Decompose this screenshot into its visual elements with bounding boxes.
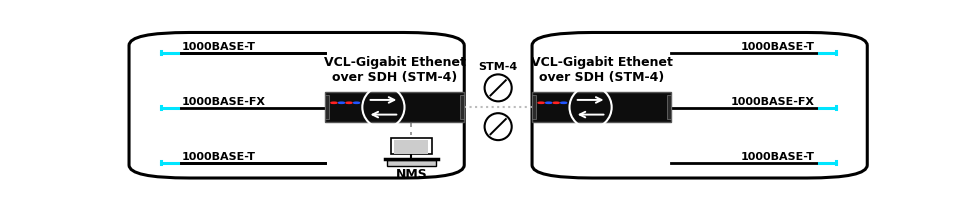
Circle shape — [553, 102, 559, 103]
Bar — [325, 95, 330, 119]
Circle shape — [354, 102, 360, 103]
FancyBboxPatch shape — [129, 33, 465, 178]
Text: VCL-Gigabit Ethenet
over SDH (STM-4): VCL-Gigabit Ethenet over SDH (STM-4) — [531, 56, 673, 84]
Ellipse shape — [485, 74, 511, 101]
Circle shape — [545, 102, 552, 103]
Bar — [391, 138, 432, 154]
Circle shape — [330, 102, 337, 103]
Bar — [395, 140, 429, 154]
Circle shape — [561, 102, 567, 103]
Bar — [387, 160, 435, 166]
Circle shape — [338, 102, 344, 103]
Text: STM-4: STM-4 — [478, 62, 518, 72]
Bar — [460, 95, 465, 119]
Bar — [532, 92, 672, 122]
Circle shape — [538, 102, 544, 103]
Text: 1000BASE-FX: 1000BASE-FX — [731, 97, 815, 107]
Text: 1000BASE-T: 1000BASE-T — [182, 152, 256, 162]
Text: 1000BASE-T: 1000BASE-T — [741, 42, 815, 52]
Bar — [325, 92, 465, 122]
Text: 1000BASE-T: 1000BASE-T — [741, 152, 815, 162]
Text: 1000BASE-FX: 1000BASE-FX — [182, 97, 265, 107]
Ellipse shape — [485, 113, 511, 140]
Circle shape — [346, 102, 352, 103]
Text: VCL-Gigabit Ethenet
over SDH (STM-4): VCL-Gigabit Ethenet over SDH (STM-4) — [324, 56, 466, 84]
Bar — [667, 95, 672, 119]
Bar — [532, 95, 537, 119]
Text: 1000BASE-T: 1000BASE-T — [182, 42, 256, 52]
FancyBboxPatch shape — [532, 33, 867, 178]
Text: NMS: NMS — [396, 168, 427, 181]
